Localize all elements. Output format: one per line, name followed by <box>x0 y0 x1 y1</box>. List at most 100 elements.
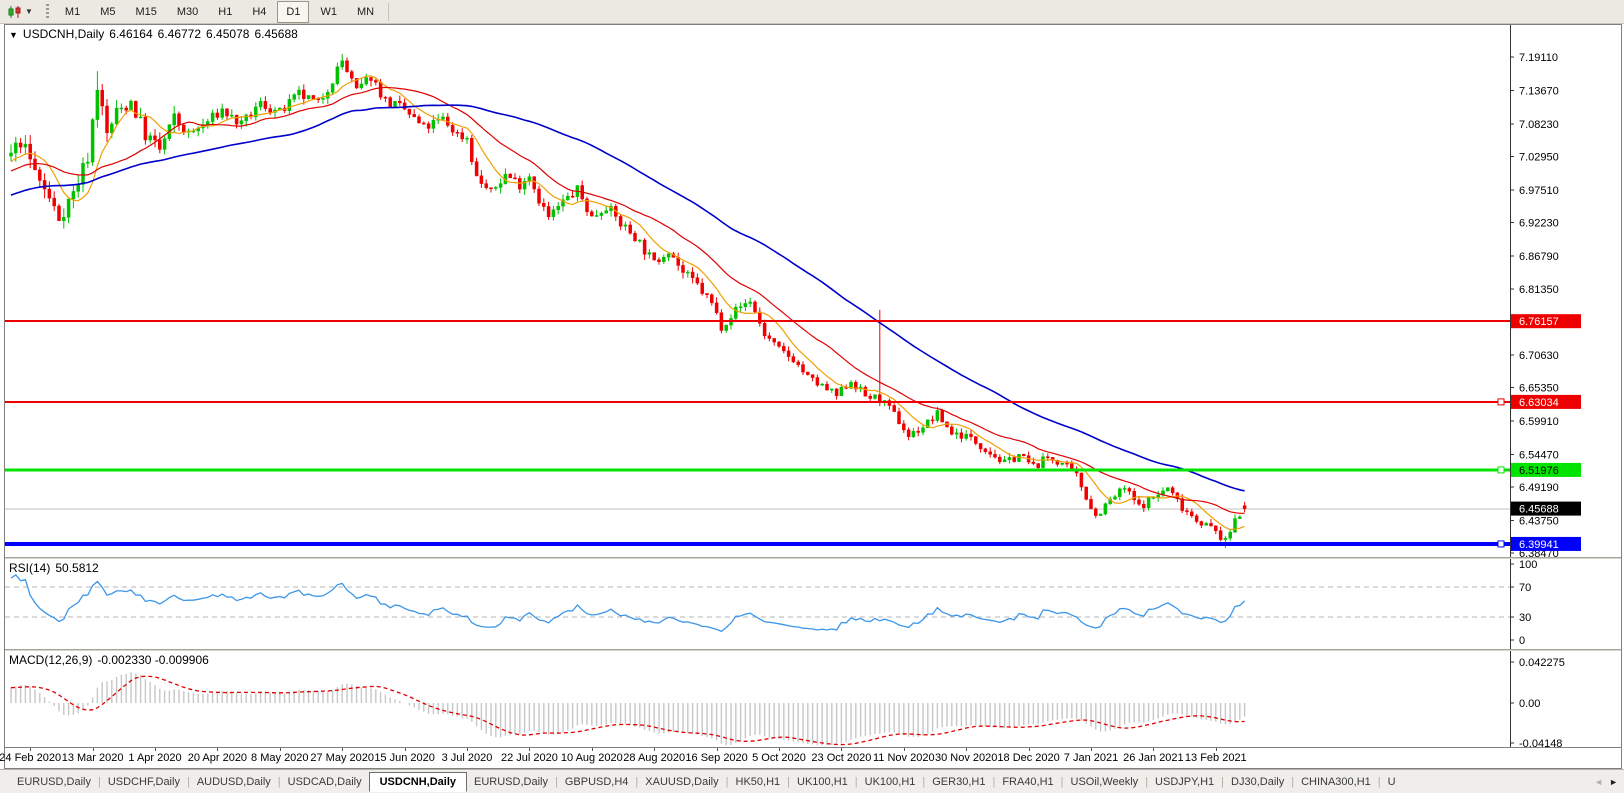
time-tick <box>591 748 593 751</box>
timeframe-button-m30[interactable]: M30 <box>176 5 199 18</box>
timeframe-button-m5[interactable]: M5 <box>100 5 116 18</box>
chart-tab-11[interactable]: GER30,H1 <box>932 775 986 788</box>
chart-tab-1[interactable]: USDCHF,Daily <box>107 775 180 788</box>
line-handle[interactable] <box>1497 398 1505 406</box>
price-tick-label: 6.43750 <box>1519 516 1559 528</box>
line-price-badge <box>1511 314 1581 329</box>
main-chart-panel: 7.19110 7.13670 7.08230 7.02950 6.97510 6.922… <box>5 25 1621 557</box>
chart-tab-10[interactable]: UK100,H1 <box>864 775 916 788</box>
quote-open: 6.46164 <box>109 27 153 41</box>
timeframe-button-m1[interactable]: M1 <box>64 5 81 18</box>
chart-tab-9[interactable]: UK100,H1 <box>797 775 848 788</box>
chart-window: 7.19110 7.13670 7.08230 7.02950 6.97510 6.922… <box>0 24 1622 769</box>
chart-tab-3[interactable]: USDCAD,Daily <box>287 775 362 788</box>
chart-tab-15[interactable]: DJ30,Daily <box>1231 775 1285 788</box>
tab-separator: | <box>922 775 926 788</box>
toolbar-grip[interactable] <box>45 3 49 20</box>
date-label: 11 Nov 2020 <box>873 752 935 764</box>
chart-tab-2[interactable]: AUDUSD,Daily <box>196 775 271 788</box>
price-tick-label: 6.38470 <box>1519 548 1559 557</box>
time-tick <box>841 748 843 751</box>
macd-indicator-name: MACD(12,26,9) <box>9 653 93 667</box>
tab-scroll-right-icon[interactable]: ► <box>1609 776 1618 787</box>
time-tick <box>654 748 656 751</box>
moving-average-line-8 <box>10 75 1245 531</box>
price-tick-label: 6.70630 <box>1519 350 1559 362</box>
tab-separator: | <box>1377 775 1381 788</box>
date-label: 30 Nov 2020 <box>934 752 998 764</box>
timeframe-buttons: M1 M5 M15 M30 H1 H4 D1 W1 MN <box>55 0 393 23</box>
line-price-badge <box>1511 394 1581 409</box>
time-tick <box>1215 748 1217 751</box>
rsi-value: 50.5812 <box>55 561 99 575</box>
timeframe-button-d1[interactable]: D1 <box>277 0 310 23</box>
chart-tab-6[interactable]: GBPUSD,H4 <box>564 775 629 788</box>
date-label: 15 Jun 2020 <box>374 752 435 764</box>
time-tick <box>404 748 406 751</box>
tab-separator: | <box>725 775 729 788</box>
chart-tab-4[interactable]: USDCNH,Daily <box>368 771 468 792</box>
macd-tick-label: 0.042275 <box>1519 657 1565 669</box>
macd-chart[interactable]: 0.042275 0.00 -0.04148 <box>5 651 1621 747</box>
price-tick-label: 6.92230 <box>1519 217 1559 229</box>
chart-tab-13[interactable]: USOil,Weekly <box>1070 775 1139 788</box>
date-label: 13 Mar 2020 <box>61 752 124 764</box>
chart-tab-7[interactable]: XAUUSD,Daily <box>645 775 719 788</box>
date-label: 20 Apr 2020 <box>187 752 248 764</box>
date-label: 27 May 2020 <box>310 752 374 764</box>
tab-separator: | <box>554 775 558 788</box>
rsi-chart[interactable]: 100 70 30 0 <box>5 559 1621 649</box>
price-tick-label: 6.49190 <box>1519 482 1559 494</box>
chart-tab-12[interactable]: FRA40,H1 <box>1002 775 1054 788</box>
time-tick <box>155 748 156 751</box>
time-tick <box>1028 748 1030 751</box>
line-price-badge <box>1511 462 1581 477</box>
timeframe-button-m15[interactable]: M15 <box>135 5 157 18</box>
chart-tab-8[interactable]: HK50,H1 <box>735 775 781 788</box>
time-tick <box>1153 748 1155 751</box>
chart-tab-5[interactable]: EURUSD,Daily <box>474 775 548 788</box>
chart-tab-0[interactable]: EURUSD,Daily <box>17 775 91 788</box>
macd-tick-label: -0.04148 <box>1519 738 1562 747</box>
collapse-caret-icon[interactable]: ▼ <box>9 30 18 40</box>
time-tick <box>217 748 219 751</box>
panel-splitter[interactable] <box>5 649 1621 651</box>
price-tick-label: 6.65350 <box>1519 383 1559 395</box>
date-label: 22 Jul 2020 <box>500 752 558 764</box>
line-price-badge-text: 6.39941 <box>1519 539 1559 551</box>
tab-scroll-arrows: ◄ ► <box>1588 777 1624 787</box>
rsi-indicator-name: RSI(14) <box>9 561 51 575</box>
rsi-label: RSI(14) 50.5812 <box>9 561 104 575</box>
timeframe-button-mn[interactable]: MN <box>356 5 375 18</box>
tab-scroll-left-icon[interactable]: ◄ <box>1594 776 1604 787</box>
date-label: 28 Aug 2020 <box>623 752 686 764</box>
panel-splitter[interactable] <box>5 557 1621 559</box>
tab-separator: | <box>277 775 281 788</box>
timeframe-button-w1[interactable]: W1 <box>320 5 337 18</box>
line-price-badge <box>1511 536 1581 551</box>
price-tick-label: 6.81350 <box>1519 284 1559 296</box>
moving-average-line-55 <box>10 104 1245 492</box>
price-tick-label: 7.02950 <box>1519 151 1559 163</box>
candlestick-chart-icon <box>8 5 21 18</box>
current-price-badge-text: 6.45688 <box>1519 504 1559 516</box>
line-handle[interactable] <box>1497 466 1505 474</box>
timeframe-button-h1[interactable]: H1 <box>218 5 233 18</box>
line-handle[interactable] <box>1497 540 1505 548</box>
price-tick-label: 6.86790 <box>1519 251 1559 263</box>
macd-tick-label: 0.00 <box>1519 698 1540 710</box>
date-label: 24 Feb 2020 <box>0 752 62 764</box>
moving-average-line-21 <box>10 86 1245 514</box>
time-axis[interactable]: 24 Feb 2020 13 Mar 2020 1 Apr 2020 20 Apr 2… <box>0 747 1621 768</box>
tab-separator: | <box>1291 775 1295 788</box>
chart-tab-17[interactable]: U <box>1387 775 1396 788</box>
quote-low: 6.45078 <box>206 27 250 41</box>
time-tick <box>903 748 905 751</box>
chart-tab-14[interactable]: USDJPY,H1 <box>1155 775 1215 788</box>
candles-layer <box>9 53 1247 548</box>
chart-tab-16[interactable]: CHINA300,H1 <box>1301 775 1371 788</box>
timeframe-button-h4[interactable]: H4 <box>252 5 267 18</box>
chart-type-button[interactable]: ▼ <box>2 2 38 22</box>
tab-separator: | <box>992 775 996 788</box>
candlestick-chart[interactable]: 7.19110 7.13670 7.08230 7.02950 6.97510 6.922… <box>5 25 1621 557</box>
